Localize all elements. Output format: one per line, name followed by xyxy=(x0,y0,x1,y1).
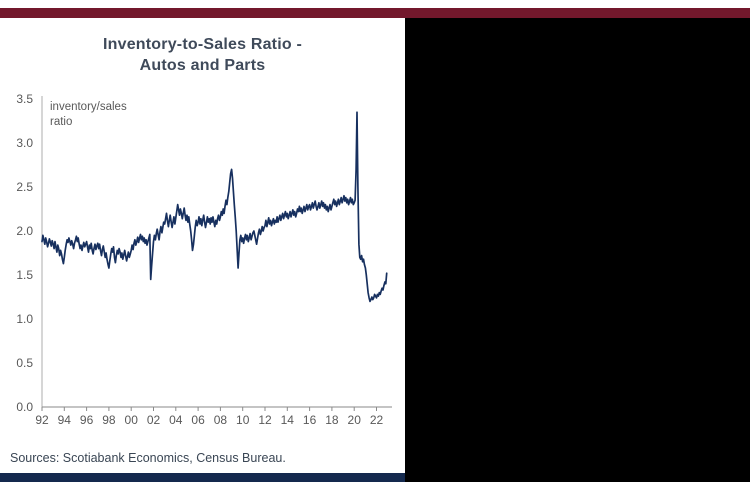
x-axis-tick-label: 18 xyxy=(325,413,339,427)
source-note: Sources: Scotiabank Economics, Census Bu… xyxy=(10,451,286,465)
y-axis-tick-label: 1.5 xyxy=(16,268,33,282)
y-axis-tick-label: 2.0 xyxy=(16,224,33,238)
x-axis-tick-label: 94 xyxy=(58,413,72,427)
x-axis-tick-label: 92 xyxy=(35,413,49,427)
x-axis-tick-label: 12 xyxy=(258,413,272,427)
axis-unit-annotation-line1: inventory/sales xyxy=(50,101,127,113)
ratio-line-series xyxy=(41,111,388,303)
brand-top-bar xyxy=(0,8,750,18)
y-axis-tick-label: 0.0 xyxy=(16,400,33,414)
x-axis-tick-label: 22 xyxy=(370,413,384,427)
x-axis-tick-label: 00 xyxy=(125,413,139,427)
axis-unit-annotation: inventory/sales ratio xyxy=(50,100,127,130)
y-axis-tick-label: 1.0 xyxy=(16,312,33,326)
top-margin-strip xyxy=(0,0,750,8)
chart-title-line1: Inventory-to-Sales Ratio - xyxy=(102,36,302,53)
chart-title: Inventory-to-Sales Ratio - Autos and Par… xyxy=(0,34,405,76)
axis-unit-annotation-line2: ratio xyxy=(50,116,73,128)
x-axis-tick-label: 10 xyxy=(236,413,250,427)
x-axis-tick-label: 20 xyxy=(348,413,362,427)
x-axis-tick-label: 16 xyxy=(303,413,317,427)
chart-panel: Inventory-to-Sales Ratio - Autos and Par… xyxy=(0,18,405,482)
chart-svg: 0.0 0.5 1.0 1.5 2.0 2.5 3.0 3.5 92 94 96 98 00 02 04 06… xyxy=(16,92,392,427)
x-axis-tick-label: 06 xyxy=(191,413,205,427)
y-axis-tick-label: 3.0 xyxy=(16,136,33,150)
brand-bottom-bar xyxy=(0,473,405,482)
background-panel xyxy=(405,18,750,482)
x-axis-tick-label: 14 xyxy=(281,413,295,427)
chart-title-line2: Autos and Parts xyxy=(139,57,266,74)
x-axis-tick-label: 04 xyxy=(169,413,183,427)
x-axis-tick-label: 96 xyxy=(80,413,94,427)
x-axis-tick-label: 02 xyxy=(147,413,161,427)
x-axis-tick-label: 98 xyxy=(102,413,116,427)
y-axis-tick-label: 0.5 xyxy=(16,356,33,370)
x-axis-tick-label: 08 xyxy=(214,413,228,427)
y-axis-tick-label: 3.5 xyxy=(16,92,33,106)
y-axis-tick-label: 2.5 xyxy=(16,180,33,194)
